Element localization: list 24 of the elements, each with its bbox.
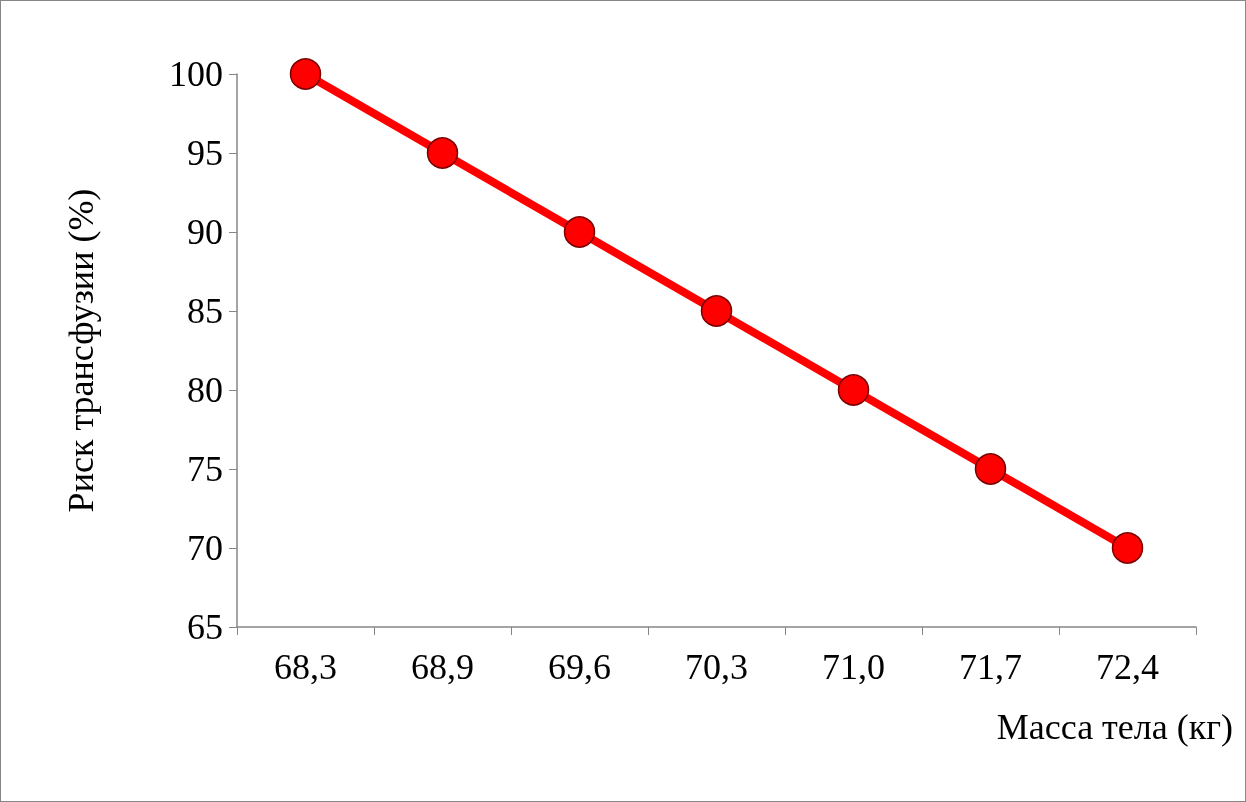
y-tick-label: 85	[187, 291, 223, 331]
x-tick-label: 68,9	[411, 647, 474, 687]
x-axis-title: Масса тела (кг)	[996, 707, 1233, 747]
point	[289, 58, 322, 90]
point	[1111, 532, 1144, 564]
y-tick-label: 70	[187, 528, 223, 568]
y-tick-label: 75	[187, 449, 223, 489]
point	[563, 216, 596, 248]
x-tick-label: 70,3	[685, 647, 748, 687]
y-axis-title: Риск трансфузии (%)	[61, 188, 101, 513]
x-tick-label: 68,3	[274, 647, 337, 687]
point	[700, 295, 733, 327]
point	[837, 374, 870, 406]
x-tick-label: 71,7	[959, 647, 1022, 687]
x-tick-label: 72,4	[1096, 647, 1159, 687]
x-tick-label: 71,0	[822, 647, 885, 687]
y-tick-label: 65	[187, 607, 223, 647]
y-tick-label: 100	[169, 54, 223, 94]
y-tick-label: 95	[187, 133, 223, 173]
y-tick-label: 80	[187, 370, 223, 410]
x-tick-label: 69,6	[548, 647, 611, 687]
point	[974, 453, 1007, 485]
y-tick-label: 90	[187, 212, 223, 252]
point	[426, 137, 459, 169]
